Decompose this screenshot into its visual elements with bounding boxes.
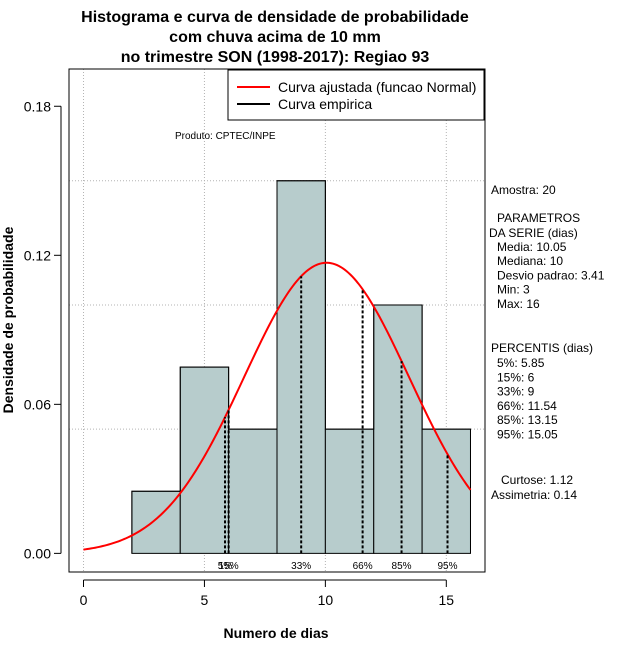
legend-label-fitted: Curva ajustada (funcao Normal) <box>278 79 476 95</box>
legend: Curva ajustada (funcao Normal) Curva emp… <box>227 69 485 121</box>
chart-title-line-3: no trimestre SON (1998-2017): Regiao 93 <box>121 49 430 66</box>
param-item: Mediana: 10 <box>497 254 563 268</box>
x-axis: 0 5 10 15 <box>80 579 455 608</box>
percentile-label: 33% <box>291 561 311 572</box>
percentile-label: 15% <box>219 561 239 572</box>
assimetria-value: Assimetria: 0.14 <box>491 488 577 502</box>
x-tick-label: 0 <box>80 592 88 608</box>
percentil-item: 15%: 6 <box>497 370 535 384</box>
histogram-bar <box>228 428 278 554</box>
y-tick-label: 0.06 <box>24 396 51 412</box>
side-panel: Amostra: 20 PARAMETROS DA SERIE (dias) M… <box>489 183 605 502</box>
percentis-title: PERCENTIS (dias) <box>491 341 593 355</box>
legend-box <box>227 69 485 121</box>
percentile-label: 5% <box>218 561 233 572</box>
param-item: Media: 10.05 <box>497 240 567 254</box>
histogram-bar <box>421 428 471 554</box>
x-tick-label: 5 <box>201 592 209 608</box>
param-item: Max: 16 <box>497 297 540 311</box>
y-axis-title: Densidade de probabilidade <box>0 226 16 413</box>
legend-label-empirical: Curva empirica <box>278 96 372 112</box>
y-tick-label: 0.00 <box>24 545 51 561</box>
chart-title-line-2: com chuva acima de 10 mm <box>169 29 381 46</box>
empirical-curve <box>131 180 471 554</box>
percentile-label: 66% <box>353 561 373 572</box>
histogram-bar <box>324 428 375 554</box>
histogram-bar <box>373 304 423 554</box>
params-subtitle: DA SERIE (dias) <box>489 226 578 240</box>
param-item: Min: 3 <box>497 283 530 297</box>
params-title: PARAMETROS <box>497 211 580 225</box>
x-axis-title: Numero de dias <box>223 625 328 641</box>
percentile-label: 85% <box>392 561 412 572</box>
histogram-bar <box>179 366 230 554</box>
chart-title-line-1: Histograma e curva de densidade de proba… <box>81 9 469 26</box>
plot-frame <box>68 68 486 573</box>
x-tick-label: 10 <box>318 592 334 608</box>
percentil-item: 33%: 9 <box>497 385 535 399</box>
percentil-item: 85%: 13.15 <box>497 413 558 427</box>
x-tick-label: 15 <box>439 592 455 608</box>
curtose-value: Curtose: 1.12 <box>501 473 573 487</box>
y-tick-label: 0.12 <box>24 247 51 263</box>
percentil-item: 95%: 15.05 <box>497 428 558 442</box>
percentil-item: 5%: 5.85 <box>497 356 545 370</box>
empirical-curve-line <box>131 180 471 554</box>
product-annotation: Produto: CPTEC/INPE <box>175 131 276 142</box>
y-tick-label: 0.18 <box>24 98 51 114</box>
fitted-curve-line <box>83 261 472 551</box>
percentil-item: 66%: 11.54 <box>497 399 557 413</box>
y-axis: 0.00 0.06 0.12 0.18 <box>24 98 62 561</box>
percentile-markers: 5%15% 33% 66% 85% 95% <box>218 276 458 572</box>
param-item: Desvio padrao: 3.41 <box>497 268 605 282</box>
fitted-curve <box>83 261 472 551</box>
percentile-label: 95% <box>438 561 458 572</box>
sample-size: Amostra: 20 <box>491 183 556 197</box>
